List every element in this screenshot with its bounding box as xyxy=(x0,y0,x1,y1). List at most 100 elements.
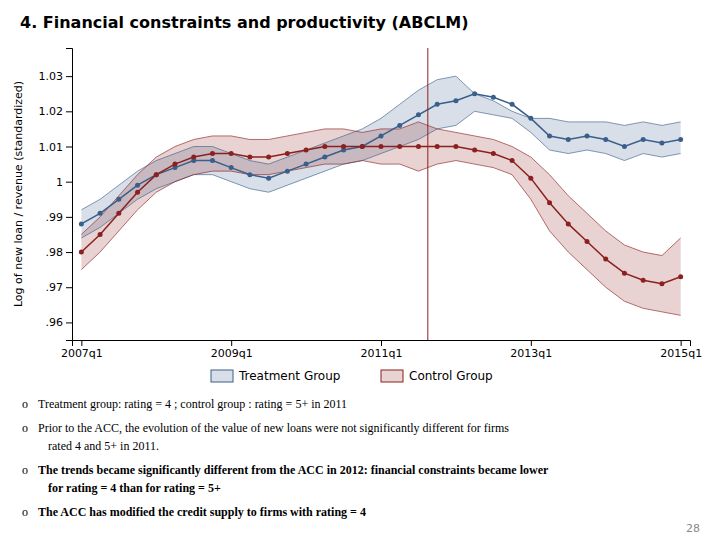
bullet-text: Treatment group: rating = 4 ; control gr… xyxy=(38,397,347,411)
y-tick-label: .98 xyxy=(46,246,64,259)
point xyxy=(229,165,234,170)
point xyxy=(247,172,252,177)
point xyxy=(528,176,533,181)
point xyxy=(360,144,365,149)
band-border xyxy=(81,122,680,256)
point xyxy=(304,162,309,167)
x-tick: 2007q1 xyxy=(61,340,103,360)
point xyxy=(322,155,327,160)
point xyxy=(154,172,159,177)
point xyxy=(547,200,552,205)
title: 4. Financial constraints and productivit… xyxy=(20,13,469,32)
y-tick: .99 xyxy=(46,211,73,224)
point xyxy=(453,144,458,149)
x-tick-mark xyxy=(231,340,232,346)
y-tick: .98 xyxy=(46,246,73,259)
point xyxy=(641,137,646,142)
x-tick: 2011q1 xyxy=(361,340,403,360)
y-tick: 1.02 xyxy=(39,105,73,118)
series-markers xyxy=(79,91,683,226)
point xyxy=(98,232,103,237)
y-tick-label: .99 xyxy=(46,211,64,224)
point xyxy=(678,137,683,142)
point xyxy=(510,158,515,163)
y-tick: .97 xyxy=(46,281,73,294)
legend-swatch xyxy=(211,370,233,382)
point xyxy=(641,278,646,283)
point xyxy=(472,91,477,96)
legend-item: Treatment Group xyxy=(211,369,340,383)
band-border xyxy=(81,111,680,238)
x-tick-mark xyxy=(681,340,682,346)
x-axis-line xyxy=(73,341,691,347)
point xyxy=(285,151,290,156)
plot-area xyxy=(79,48,683,340)
point xyxy=(566,221,571,226)
point xyxy=(247,155,252,160)
legend-label: Treatment Group xyxy=(238,369,340,383)
point xyxy=(135,190,140,195)
y-tick-mark xyxy=(66,252,72,253)
point xyxy=(435,144,440,149)
band-border xyxy=(81,76,680,210)
point xyxy=(210,151,215,156)
x-tick-label: 2009q1 xyxy=(211,347,253,360)
point xyxy=(98,211,103,216)
bullet-text: for rating = 4 than for rating = 5+ xyxy=(48,481,221,495)
y-tick-label: 1.02 xyxy=(39,105,64,118)
y-tick: 1 xyxy=(56,176,72,189)
legend-item: Control Group xyxy=(381,369,493,383)
x-tick-label: 2011q1 xyxy=(361,347,403,360)
x-tick-mark xyxy=(531,340,532,346)
point xyxy=(566,137,571,142)
point xyxy=(603,257,608,262)
point xyxy=(191,155,196,160)
point xyxy=(266,155,271,160)
legend: Treatment Group Control Group xyxy=(211,369,493,383)
chart-svg: 4. Financial constraints and productivit… xyxy=(0,0,720,540)
point xyxy=(491,151,496,156)
y-tick-label: 1.01 xyxy=(39,141,64,154)
point xyxy=(304,148,309,153)
point xyxy=(341,144,346,149)
x-axis: 2007q1 2009q1 2011q1 2013q1 2015q1 xyxy=(61,340,702,360)
y-axis-line xyxy=(66,49,73,341)
point xyxy=(266,176,271,181)
point xyxy=(397,123,402,128)
y-tick-mark xyxy=(66,76,72,77)
x-tick: 2009q1 xyxy=(211,340,253,360)
y-tick-label: 1 xyxy=(56,176,63,189)
point xyxy=(229,151,234,156)
point xyxy=(603,137,608,142)
point xyxy=(379,144,384,149)
y-tick-label: 1.03 xyxy=(39,70,64,83)
x-tick-label: 2015q1 xyxy=(660,347,702,360)
point xyxy=(116,197,121,202)
point xyxy=(79,250,84,255)
point xyxy=(285,169,290,174)
bullet-text: rated 4 and 5+ in 2011. xyxy=(48,439,159,453)
x-tick-mark xyxy=(81,340,82,346)
series-line xyxy=(81,94,680,224)
point xyxy=(116,211,121,216)
point xyxy=(453,98,458,103)
point xyxy=(472,148,477,153)
x-tick: 2013q1 xyxy=(510,340,552,360)
point xyxy=(360,144,365,149)
bullet-marker: o xyxy=(22,505,28,519)
chart-container: 4. Financial constraints and productivit… xyxy=(0,0,720,540)
y-tick-label: .96 xyxy=(46,316,64,329)
notes: o Treatment group: rating = 4 ; control g… xyxy=(22,397,549,519)
x-tick-label: 2007q1 xyxy=(61,347,103,360)
point xyxy=(659,281,664,286)
y-axis: .96 .97 .98 .99 1 1.01 1.02 1.03 xyxy=(39,49,73,341)
page-number: 28 xyxy=(686,522,700,535)
y-axis-title: Log of new loan / revenue (standardized) xyxy=(12,81,25,307)
point xyxy=(416,112,421,117)
series-line xyxy=(81,147,680,284)
x-tick-label: 2013q1 xyxy=(510,347,552,360)
band-border xyxy=(81,161,680,316)
series-markers xyxy=(79,144,683,286)
point xyxy=(416,144,421,149)
point xyxy=(510,102,515,107)
